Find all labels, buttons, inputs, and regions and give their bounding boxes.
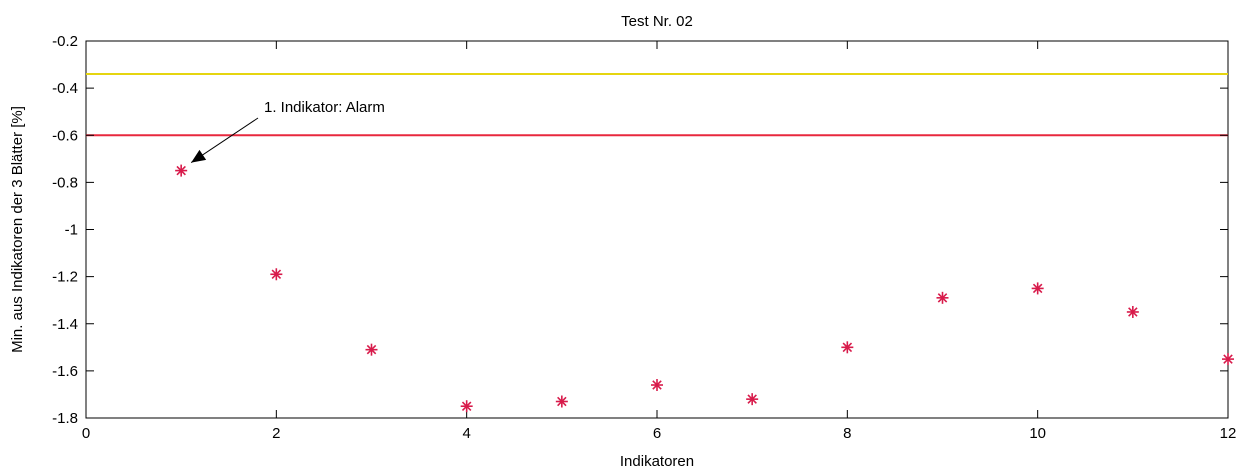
y-tick-label: -0.8: [52, 174, 78, 191]
y-tick-label: -1.8: [52, 410, 78, 427]
data-point: [651, 379, 663, 392]
data-point: [1222, 353, 1234, 366]
data-point: [936, 291, 949, 304]
annotation: 1. Indikator: Alarm: [190, 99, 385, 164]
x-tick-label: 0: [82, 425, 90, 442]
y-tick-label: -0.4: [52, 80, 78, 97]
x-tick-label: 4: [462, 425, 470, 442]
data-point: [1031, 282, 1044, 295]
data-point: [746, 393, 759, 406]
x-tick-label: 2: [272, 425, 280, 442]
y-tick-label: -0.2: [52, 33, 78, 50]
x-axis-label: Indikatoren: [620, 453, 694, 470]
data-point: [175, 164, 188, 177]
data-point: [460, 400, 473, 413]
x-tick-label: 8: [843, 425, 851, 442]
data-point: [555, 395, 568, 408]
data-point: [365, 343, 378, 356]
annotation-text: 1. Indikator: Alarm: [264, 99, 385, 116]
x-tick-label: 12: [1220, 425, 1237, 442]
data-point: [1126, 305, 1139, 318]
reference-lines: [86, 72, 1228, 137]
y-tick-label: -0.6: [52, 127, 78, 144]
annotation-arrow-head: [191, 149, 207, 163]
y-tick-label: -1.6: [52, 363, 78, 380]
data-points: [175, 164, 1234, 413]
y-tick-label: -1.2: [52, 269, 78, 286]
plot-frame: [85, 40, 1229, 419]
x-tick-label: 10: [1029, 425, 1046, 442]
y-tick-label: -1.4: [52, 316, 78, 333]
data-point: [270, 268, 283, 281]
chart-title: Test Nr. 02: [621, 13, 693, 30]
y-axis-label: Min. aus Indikatoren der 3 Blätter [%]: [9, 106, 26, 353]
y-tick-label: -1: [65, 222, 78, 239]
axis-ticks: 0 2 4 6 8 10 12 -0.2 -0.4 -0.6 -0.8 -1 -1.2 -1.4 -1.6 -…: [52, 33, 1236, 442]
x-tick-label: 6: [653, 425, 661, 442]
data-point: [841, 341, 854, 354]
